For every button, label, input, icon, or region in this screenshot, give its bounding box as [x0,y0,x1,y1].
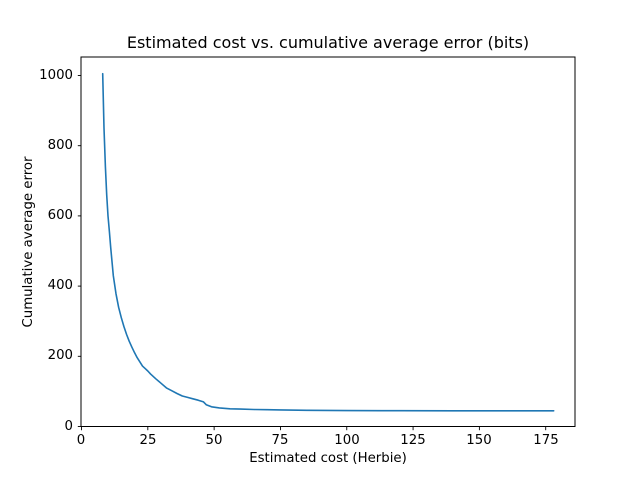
x-tick-label: 50 [205,433,223,448]
chart-title: Estimated cost vs. cumulative average er… [126,33,530,52]
data-line-series [101,72,555,412]
y-tick-label: 0 [64,419,73,434]
axis-tick-marks [77,75,547,431]
x-tick-label: 0 [76,433,86,448]
y-tick-label: 200 [47,348,73,363]
y-tick-label: 600 [47,208,73,223]
x-tick-label: 125 [400,433,426,448]
x-tick-label: 150 [466,433,492,448]
x-axis-label: Estimated cost (Herbie) [249,451,407,466]
x-tick-label: 175 [533,433,559,448]
x-tick-label: 100 [334,433,360,448]
y-tick-label: 1000 [39,68,73,83]
y-tick-label: 800 [47,138,73,153]
y-axis-label: Cumulative average error [21,156,36,328]
axes-box [80,56,576,427]
x-tick-label: 25 [139,433,157,448]
y-tick-label: 400 [47,278,73,293]
x-tick-label: 75 [271,433,289,448]
